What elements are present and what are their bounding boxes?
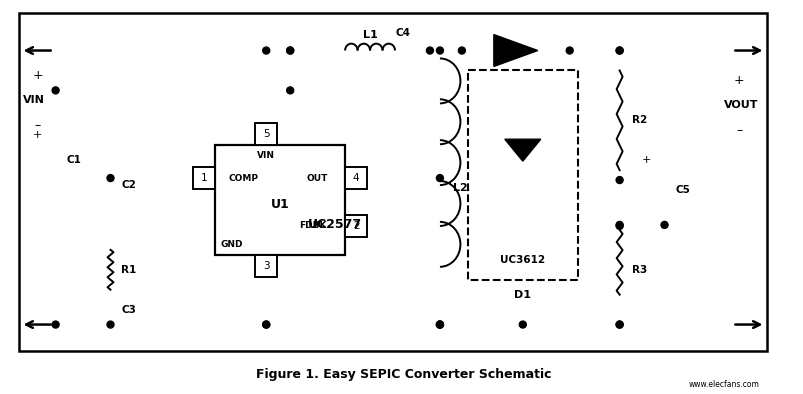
Circle shape [660,221,667,229]
Text: C3: C3 [121,305,136,314]
Bar [344,215,367,237]
Text: L1: L1 [362,30,377,39]
Circle shape [263,321,269,328]
Text: OUT: OUT [306,174,328,182]
Circle shape [436,321,443,328]
Text: R2: R2 [631,115,646,125]
Text: 2: 2 [353,221,359,231]
Circle shape [52,87,59,94]
Bar [344,167,367,189]
Bar [255,255,277,277]
Bar [18,13,766,351]
Circle shape [287,47,293,54]
Text: –: – [35,119,41,132]
Circle shape [565,47,573,54]
Text: GND: GND [220,240,243,249]
Circle shape [615,321,622,328]
Text: C2: C2 [121,180,136,190]
Circle shape [436,175,443,182]
Text: R3: R3 [631,265,646,275]
Circle shape [436,321,443,328]
Text: 4: 4 [353,173,359,183]
Circle shape [287,87,293,94]
Text: C4: C4 [395,28,410,37]
Text: U1: U1 [271,199,289,212]
Text: Figure 1. Easy SEPIC Converter Schematic: Figure 1. Easy SEPIC Converter Schematic [256,368,551,381]
Text: 5: 5 [263,129,269,139]
Circle shape [615,47,622,54]
Text: VOUT: VOUT [724,100,758,110]
Bar [215,145,344,255]
Text: L2: L2 [452,182,467,193]
Circle shape [263,321,269,328]
Polygon shape [504,139,540,161]
Text: UC2577: UC2577 [308,218,361,231]
Text: –: – [736,124,742,137]
Text: FDBK: FDBK [299,221,327,230]
Circle shape [436,321,443,328]
Circle shape [436,47,443,54]
Bar [255,123,277,145]
Text: UC3612: UC3612 [499,255,544,265]
Circle shape [107,175,114,182]
Circle shape [426,47,433,54]
Text: +: + [733,74,744,87]
Text: D1: D1 [514,290,531,300]
Circle shape [615,222,622,229]
Bar [467,71,577,280]
Circle shape [615,177,622,184]
Circle shape [52,321,59,328]
Text: VIN: VIN [257,151,275,160]
Text: VIN: VIN [22,95,44,105]
Text: R1: R1 [120,265,136,275]
Text: +: + [33,130,43,140]
Text: 1: 1 [201,173,207,183]
Polygon shape [493,35,537,67]
Text: +: + [641,155,650,165]
Text: C5: C5 [675,185,689,195]
Circle shape [458,47,465,54]
Circle shape [107,321,114,328]
Bar [193,167,215,189]
Circle shape [519,47,526,54]
Text: C1: C1 [66,155,81,165]
Circle shape [615,321,622,328]
Text: COMP: COMP [228,174,258,182]
Text: www.elecfans.com: www.elecfans.com [687,380,759,389]
Circle shape [615,221,622,229]
Text: +: + [32,69,43,82]
Text: 3: 3 [263,261,269,271]
Circle shape [519,321,526,328]
Circle shape [287,47,293,54]
Circle shape [263,47,269,54]
Circle shape [615,47,622,54]
